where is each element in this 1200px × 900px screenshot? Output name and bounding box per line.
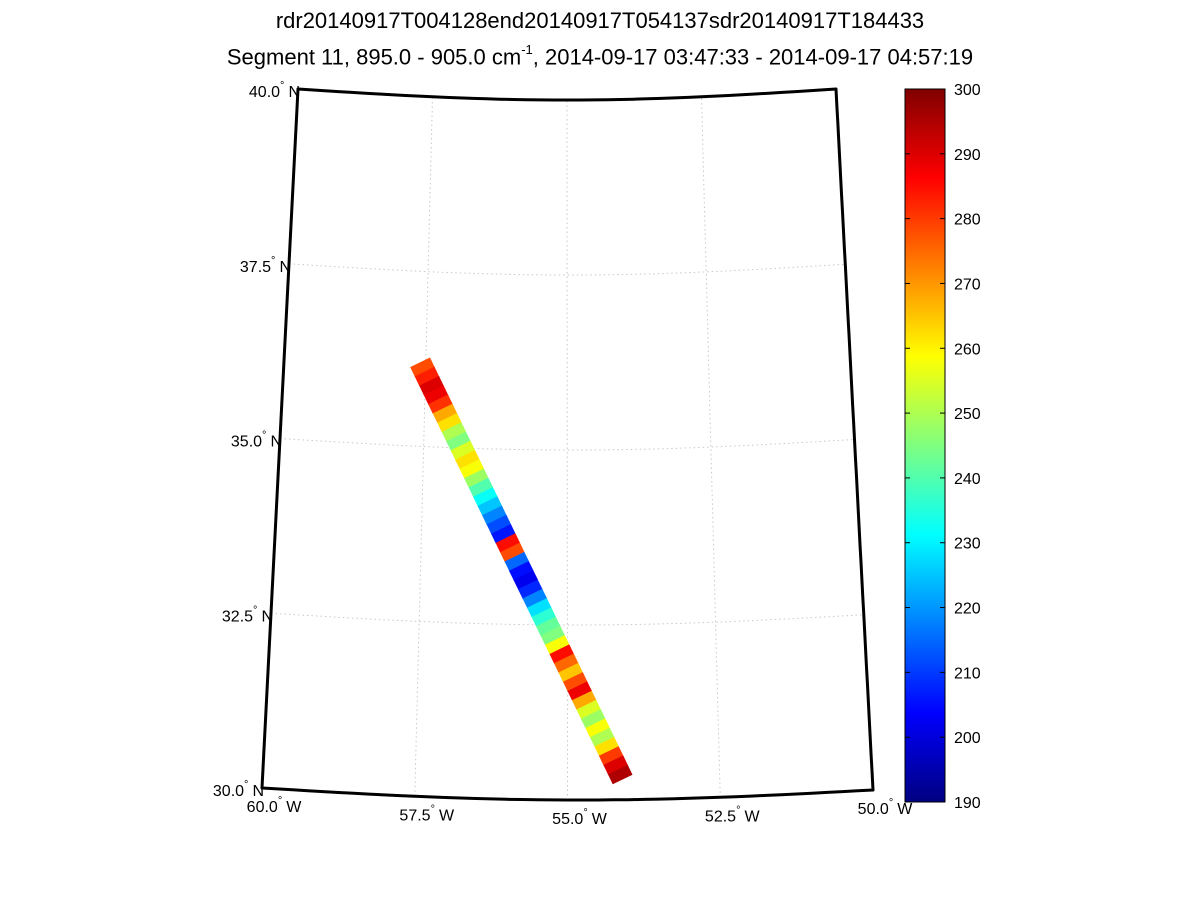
swath-segment (509, 561, 534, 581)
swath-segment (589, 727, 615, 748)
swath-segment (500, 542, 525, 563)
swath-segment (563, 672, 588, 692)
colorbar-tick-label: 230 (954, 536, 981, 553)
lat-gridline (279, 438, 855, 451)
figure-subtitle: Segment 11, 895.0 - 905.0 cm-1, 2014-09-… (226, 42, 974, 70)
swath-segment (504, 551, 530, 572)
colorbar-ticks: 300 290 280 270 260 250 240 230 220 210 200 190 (905, 82, 981, 812)
lon-gridline (414, 96, 433, 797)
swath-segment (450, 440, 476, 461)
longitude-label: 50.0° W (858, 797, 914, 818)
lon-gridline (566, 100, 568, 800)
colorbar-tick-label: 200 (954, 730, 981, 747)
figure-title: rdr20140917T004128end20140917T054137sdr2… (275, 8, 925, 33)
swath-segment (549, 644, 575, 664)
longitude-label: 60.0° W (247, 795, 303, 816)
swath-segment (477, 496, 503, 516)
swath-layer (410, 357, 633, 785)
swath-segment (428, 394, 453, 415)
swath-segment (495, 533, 521, 553)
colorbar-tick-label: 220 (954, 601, 981, 618)
swath-segment (468, 477, 494, 498)
colorbar-tick-label: 260 (954, 341, 981, 358)
longitude-label: 55.0° W (552, 807, 608, 828)
swath-segment (598, 746, 624, 766)
swath-segment (571, 690, 597, 711)
swath-segment (437, 413, 462, 433)
swath-segment (513, 570, 539, 590)
swath-segment (545, 635, 570, 655)
colorbar-tick-label: 190 (954, 795, 981, 812)
colorbar-tick-label: 300 (954, 82, 981, 99)
swath-segment (540, 625, 566, 646)
colorbar-tick-label: 290 (954, 147, 981, 164)
latitude-label: 32.5° N (222, 604, 273, 625)
latitude-labels: 40.0° N 37.5° N 35.0° N 32.5° N 30.0° N (213, 80, 300, 800)
latitude-label: 40.0° N (249, 80, 300, 101)
swath-segment (482, 505, 507, 526)
swath-segment (441, 422, 467, 442)
swath-segment (554, 653, 579, 674)
longitude-label: 57.5° W (399, 803, 455, 824)
swath-segment (518, 579, 543, 600)
swath-segment (607, 764, 633, 785)
longitude-labels: 60.0° W 57.5° W 55.0° W 52.5° W 50.0° W (247, 795, 914, 828)
colorbar-tick-label: 280 (954, 212, 981, 229)
latitude-label: 35.0° N (231, 430, 282, 451)
swath-segment (585, 718, 611, 738)
swath-segment (580, 709, 606, 729)
swath-segment (423, 385, 449, 405)
colorbar-tick-label: 270 (954, 276, 981, 293)
swath-segment (531, 607, 557, 627)
latitude-label: 30.0° N (213, 779, 264, 800)
swath-segment (594, 736, 619, 757)
swath-segment (527, 598, 552, 618)
latitude-label: 37.5° N (240, 255, 291, 276)
swath-segment (567, 681, 593, 701)
colorbar-tick-label: 210 (954, 665, 981, 682)
swath-segment (491, 524, 516, 544)
swath-segment (414, 366, 440, 387)
swath-segment (536, 616, 561, 637)
swath-segment (464, 468, 489, 489)
map-gridlines (261, 88, 874, 801)
swath-segment (410, 357, 435, 378)
swath-segment (576, 699, 602, 720)
map-frame (260, 87, 875, 802)
longitude-label: 52.5° W (705, 804, 761, 825)
swath-segment (446, 431, 471, 452)
swath-segment (455, 450, 480, 470)
swath-segment (459, 459, 485, 479)
swath-segment (558, 662, 584, 683)
swath-segment (419, 376, 444, 396)
swath-segment (486, 514, 512, 535)
colorbar-tick-label: 250 (954, 406, 981, 423)
lat-gridline (288, 263, 846, 276)
colorbar (904, 88, 946, 803)
swath-segment (432, 403, 458, 424)
swath-segment (522, 588, 548, 609)
swath-segment (473, 487, 498, 507)
colorbar-tick-label: 240 (954, 471, 981, 488)
swath-segment (603, 755, 628, 775)
